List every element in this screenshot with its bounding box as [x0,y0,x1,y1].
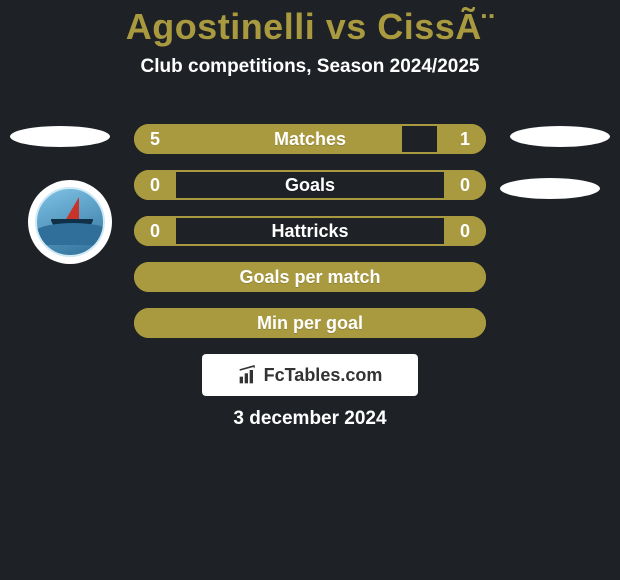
page-title: Agostinelli vs CissÃ¨ [0,0,620,48]
stat-label: Goals [134,170,486,200]
stat-bar: Goals per match [134,262,486,292]
player-left-club-badge [28,180,112,264]
stat-label: Min per goal [134,308,486,338]
stat-bars: 51Matches 00Goals 00Hattricks Goals per mat… [134,124,486,354]
stat-bar: Min per goal [134,308,486,338]
stat-label: Goals per match [134,262,486,292]
stat-bar: 00Hattricks [134,216,486,246]
player-left-photo-placeholder [10,126,110,147]
stat-label: Matches [134,124,486,154]
player-right-club-placeholder [500,178,600,199]
page-subtitle: Club competitions, Season 2024/2025 [0,56,620,78]
stat-label: Hattricks [134,216,486,246]
generation-date: 3 december 2024 [0,408,620,430]
comparison-card: Agostinelli vs CissÃ¨ Club competitions,… [0,0,620,580]
brand-text: FcTables.com [264,365,383,386]
stat-bar: 51Matches [134,124,486,154]
club-badge-graphic [35,187,105,257]
stat-bar: 00Goals [134,170,486,200]
bar-chart-icon [238,365,258,385]
brand-badge: FcTables.com [202,354,418,396]
player-right-photo-placeholder [510,126,610,147]
